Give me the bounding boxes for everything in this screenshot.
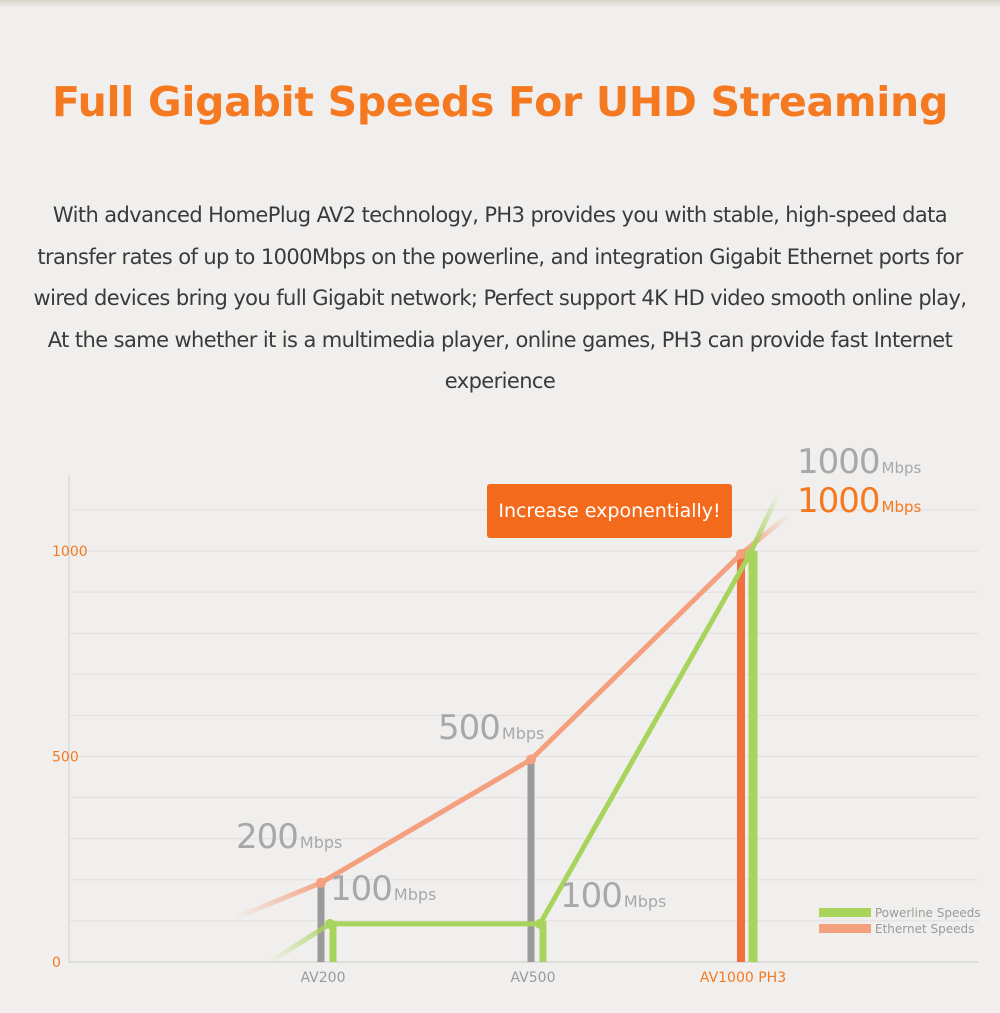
legend-swatch (819, 908, 871, 917)
ethernet-bar (317, 879, 325, 962)
ethernet-bar (527, 756, 535, 962)
ethernet-line-fade-in (232, 880, 324, 921)
legend-swatch (819, 924, 871, 933)
ethernet-point (736, 549, 746, 559)
y-tick-label: 0 (52, 955, 61, 971)
powerline-point (745, 549, 755, 559)
ethernet-line-fade-out (739, 512, 792, 556)
powerline-bar (748, 551, 758, 962)
ethernet-value-label: 500 Mbps (438, 708, 544, 748)
speed-chart-container: 0 500 1000 AV200 AV500 AV1000 PH3 200 Mbps 100 Mb… (0, 430, 1000, 1013)
description-paragraph: With advanced HomePlug AV2 technology, P… (33, 203, 968, 393)
callout-text: Increase exponentially! (498, 500, 720, 522)
x-tick-label: AV1000 PH3 (700, 970, 786, 986)
powerline-point (325, 918, 335, 929)
powerline-value-label: 100 Mbps (560, 876, 666, 916)
legend-label: Ethernet Speeds (875, 922, 974, 936)
x-tick-label: AV500 (511, 970, 556, 986)
y-tick-label: 1000 (52, 544, 88, 560)
top-decorative-strip (0, 0, 1000, 6)
powerline-line-fade-in (267, 921, 333, 965)
ethernet-point (316, 877, 326, 888)
speed-chart: 0 500 1000 AV200 AV500 AV1000 PH3 200 Mbps 100 Mb… (52, 442, 981, 986)
ethernet-bar (737, 551, 745, 962)
headline: Full Gigabit Speeds For UHD Streaming (51, 78, 948, 126)
x-tick-label: AV200 (301, 970, 346, 986)
powerline-line-fade-out (747, 492, 781, 556)
ethernet-value-label: 1000 Mbps (797, 481, 922, 521)
powerline-value-label: 1000 Mbps (797, 442, 922, 482)
powerline-point (535, 918, 545, 929)
powerline-bar (329, 920, 337, 962)
ethernet-value-label: 200 Mbps (236, 817, 342, 857)
powerline-bar (539, 920, 547, 962)
legend-label: Powerline Speeds (875, 906, 981, 920)
ethernet-point (526, 754, 536, 765)
callout-box (487, 484, 732, 538)
y-tick-label: 500 (52, 750, 79, 766)
powerline-value-label: 100 Mbps (330, 869, 436, 909)
